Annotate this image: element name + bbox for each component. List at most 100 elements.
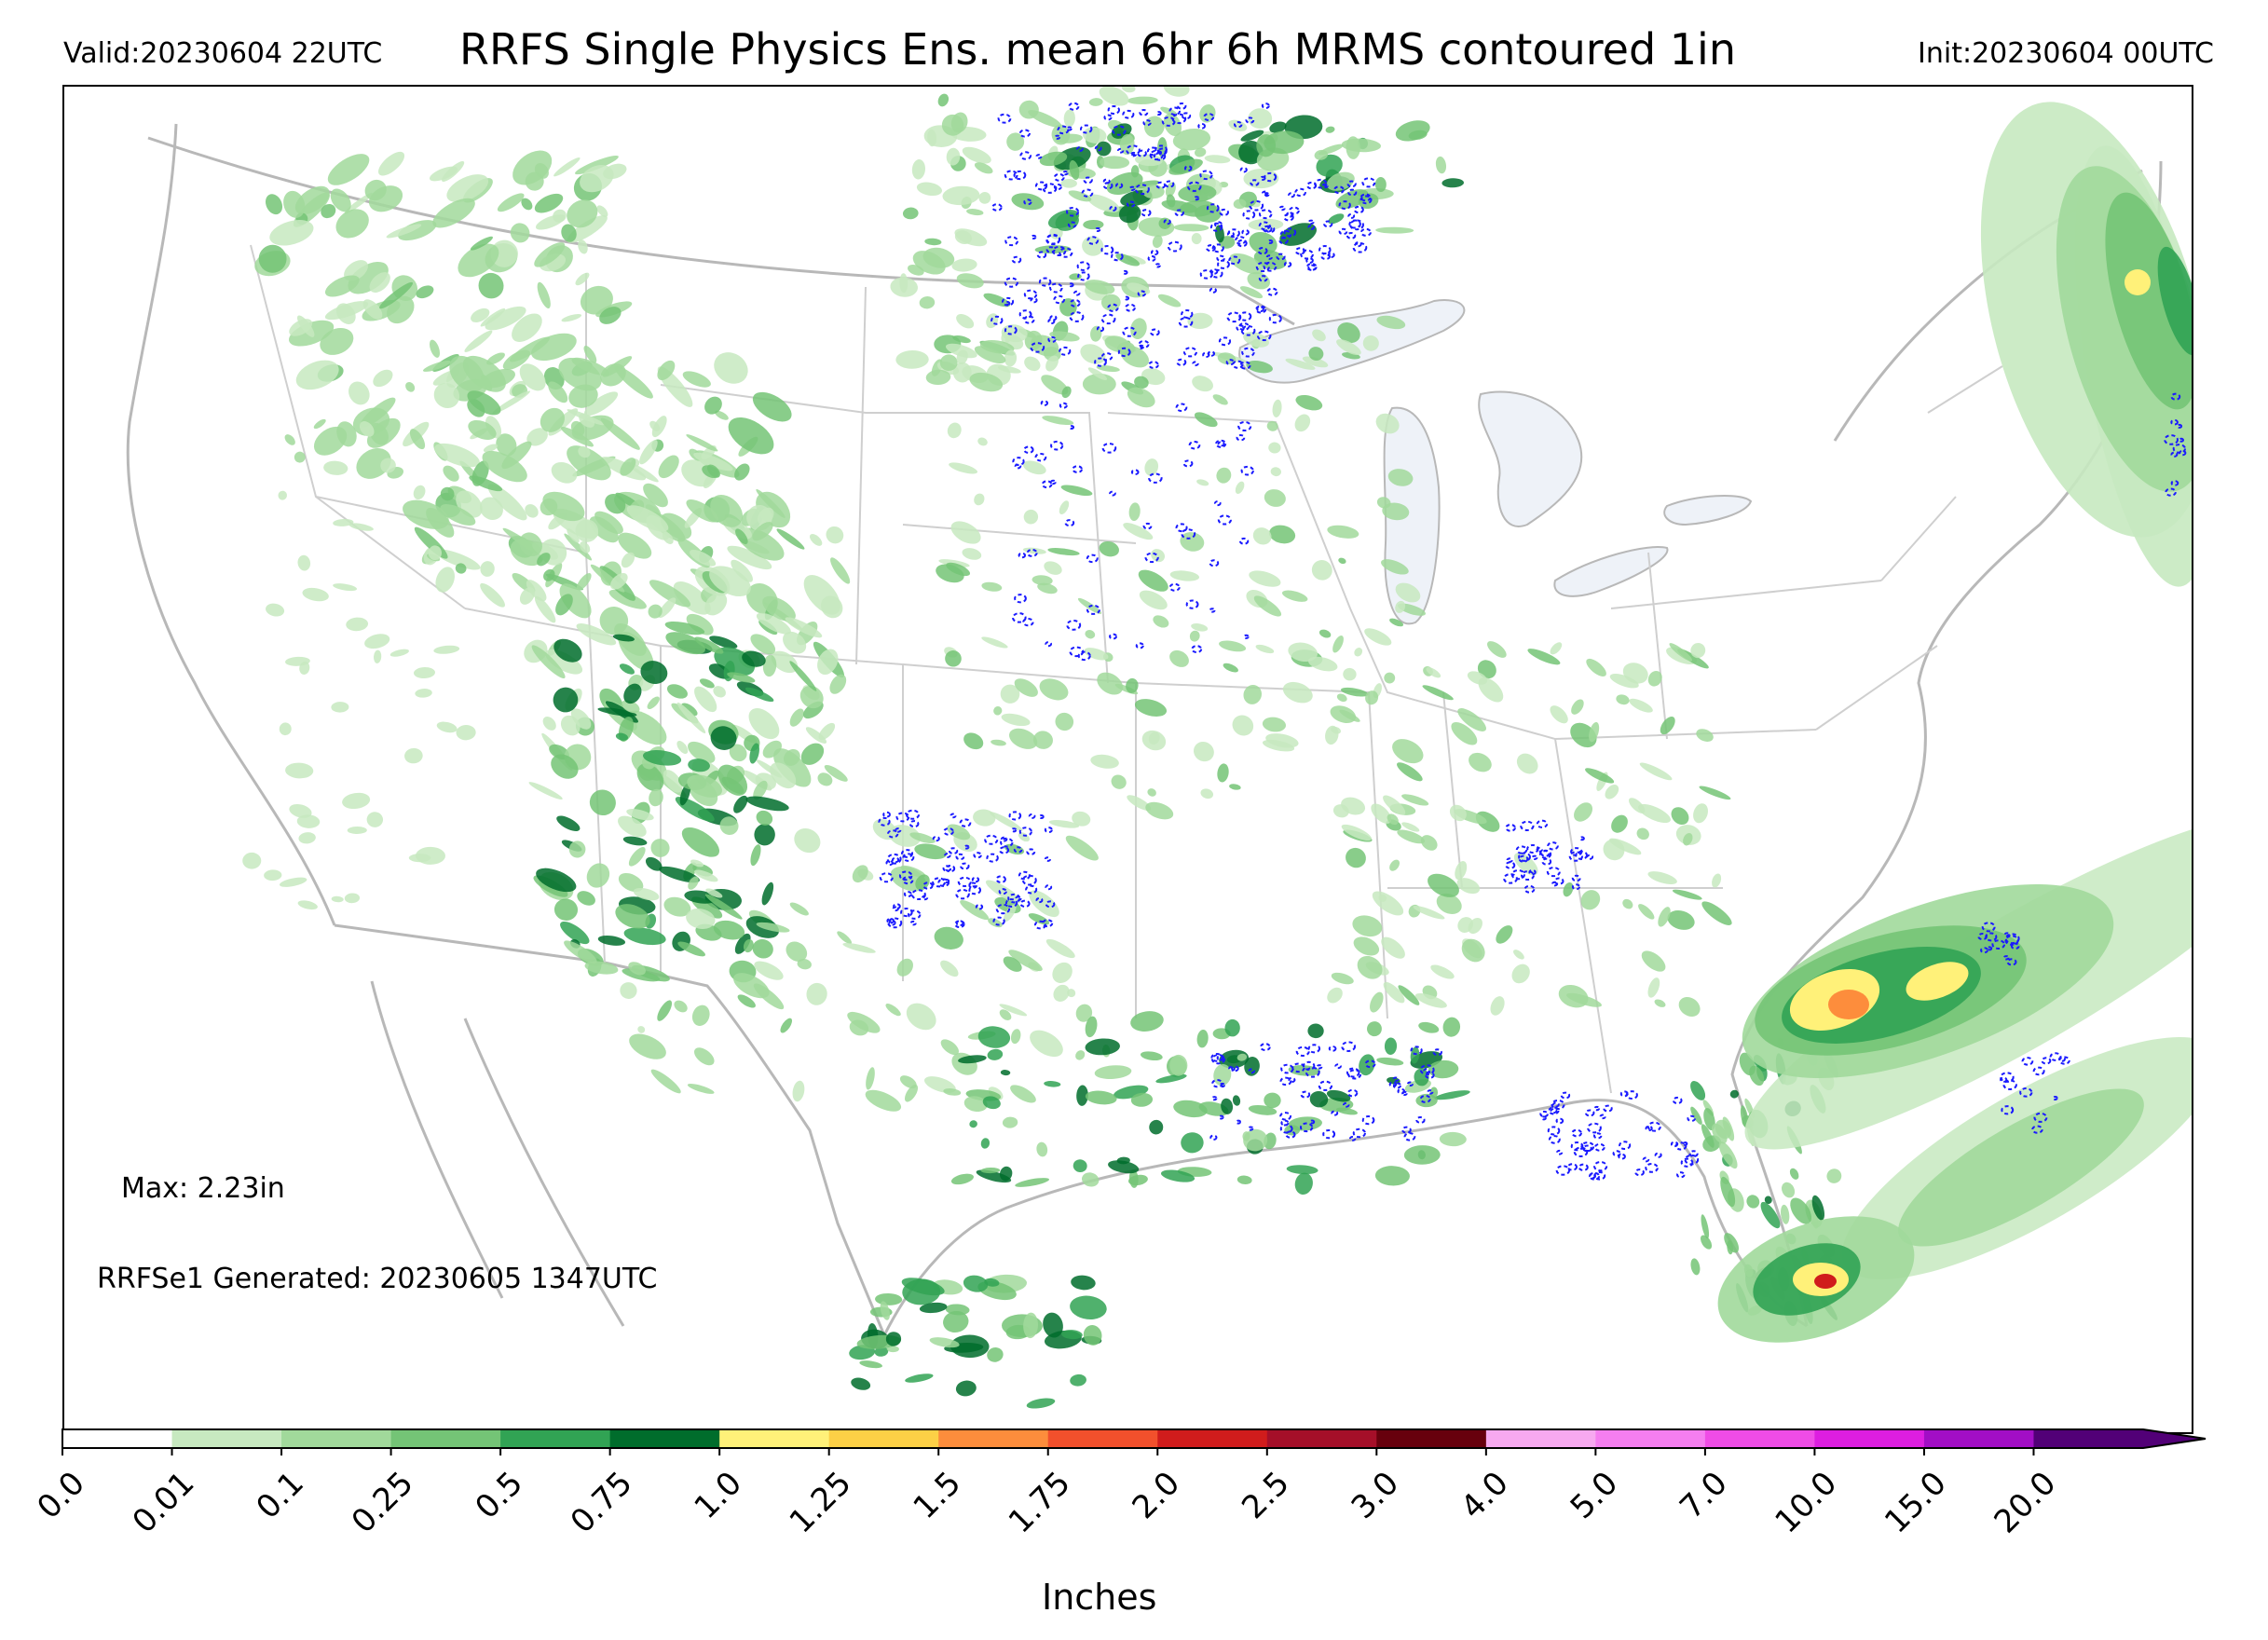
- contour-loop: [1348, 1136, 1357, 1141]
- precip-cell: [298, 832, 316, 844]
- precip-cell: [1143, 116, 1165, 138]
- precip-cell: [1701, 1235, 1713, 1250]
- precip-cell: [1331, 972, 1354, 985]
- precip-cell: [1285, 358, 1316, 370]
- contour-loop: [1256, 306, 1264, 313]
- precip-cell: [789, 708, 804, 727]
- contour-loop: [1163, 218, 1171, 226]
- precip-cell: [1811, 1195, 1825, 1221]
- precip-cell: [688, 876, 699, 890]
- precip-cell: [537, 553, 551, 567]
- precip-cell: [1703, 1108, 1715, 1131]
- precip-cell: [1087, 367, 1108, 380]
- precip-cell: [618, 815, 647, 838]
- precip-cell: [1294, 414, 1311, 432]
- contour-loop: [1100, 352, 1114, 362]
- contour-loop: [1670, 1141, 1679, 1148]
- contour-loop: [1503, 873, 1518, 884]
- precip-cell: [660, 512, 692, 540]
- contour-loop: [1226, 311, 1242, 323]
- contour-loop: [1014, 463, 1022, 470]
- precip-cell: [1337, 322, 1360, 344]
- precip-cell: [800, 743, 825, 765]
- contour-loop: [1019, 151, 1032, 160]
- precip-cell: [1326, 171, 1355, 191]
- precip-cell: [657, 1000, 673, 1021]
- precip-cell: [1326, 1089, 1351, 1102]
- contour-loop: [1210, 1053, 1223, 1062]
- precip-cell: [650, 1069, 681, 1094]
- contour-loop: [1612, 1150, 1621, 1157]
- precip-cell: [1622, 898, 1633, 909]
- precip-cell: [1660, 717, 1675, 735]
- contour-loop: [1079, 124, 1093, 134]
- precip-cell: [1048, 820, 1080, 828]
- precip-cell: [1426, 667, 1441, 678]
- precip-cell: [776, 528, 805, 550]
- contour-loop: [1142, 522, 1153, 530]
- precip-cell: [705, 888, 723, 898]
- precip-cell: [568, 840, 586, 858]
- precip-cell: [265, 194, 283, 215]
- contour-loop: [1305, 257, 1314, 264]
- precip-cell: [748, 708, 780, 740]
- precip-cell: [963, 1275, 989, 1292]
- precip-cell: [1395, 120, 1430, 142]
- contour-loop: [1094, 145, 1102, 152]
- contour-loop: [887, 917, 903, 929]
- contour-loop: [1307, 224, 1316, 230]
- precip-cell: [1169, 649, 1189, 667]
- contour-loop: [1346, 231, 1357, 239]
- contour-loop: [1102, 182, 1114, 190]
- precip-cell: [1063, 109, 1075, 128]
- precip-cell: [1359, 1054, 1375, 1076]
- precip-cell: [1701, 1214, 1710, 1239]
- contour-loop: [1023, 289, 1038, 300]
- precip-cell: [1151, 549, 1166, 563]
- map-panel: [62, 85, 2193, 1434]
- contour-loop: [909, 820, 920, 828]
- precip-cell: [1456, 878, 1481, 895]
- contour-loop: [984, 834, 999, 845]
- precip-cell: [380, 458, 396, 473]
- contour-loop: [1045, 884, 1053, 891]
- precip-cell: [1678, 997, 1701, 1017]
- precip-cell: [1654, 999, 1666, 1007]
- precip-cell: [1609, 674, 1639, 689]
- precip-cell: [687, 774, 722, 798]
- contour-loop: [1066, 619, 1082, 631]
- precip-cell: [398, 220, 437, 241]
- contour-loop: [1177, 102, 1187, 110]
- contour-loop: [1263, 261, 1277, 272]
- precip-cell: [1196, 1030, 1209, 1048]
- colorbar-cell: [1376, 1429, 1487, 1448]
- contour-loop: [1257, 247, 1268, 255]
- precip-cell: [642, 750, 682, 766]
- contour-loop: [1148, 472, 1163, 484]
- precip-cell: [1232, 715, 1254, 736]
- contour-loop: [1307, 1044, 1321, 1054]
- contour-loop: [1045, 234, 1060, 246]
- precip-cell: [1408, 130, 1428, 141]
- colorbar-cell: [1157, 1429, 1268, 1448]
- precip-cell: [1384, 672, 1396, 684]
- precip-cell: [1314, 149, 1329, 160]
- precip-cell: [934, 926, 963, 950]
- colorbar-cell: [2033, 1429, 2144, 1448]
- precip-cell: [890, 277, 918, 297]
- precip-cell: [1629, 798, 1646, 813]
- contour-loop: [1294, 187, 1306, 198]
- contour-loop: [1361, 177, 1376, 188]
- precip-cell: [999, 1009, 1012, 1020]
- contour-loop: [1107, 105, 1121, 116]
- precip-cell: [1636, 827, 1649, 840]
- precip-cell: [1006, 132, 1025, 151]
- precip-cell: [623, 927, 666, 946]
- contour-loop: [1067, 221, 1077, 228]
- contour-loop: [1352, 241, 1368, 253]
- precip-cell: [1616, 694, 1630, 705]
- precip-cell: [681, 827, 720, 857]
- precip-cell: [1160, 1169, 1195, 1182]
- precip-cell: [762, 740, 782, 758]
- precip-cell: [1072, 811, 1091, 827]
